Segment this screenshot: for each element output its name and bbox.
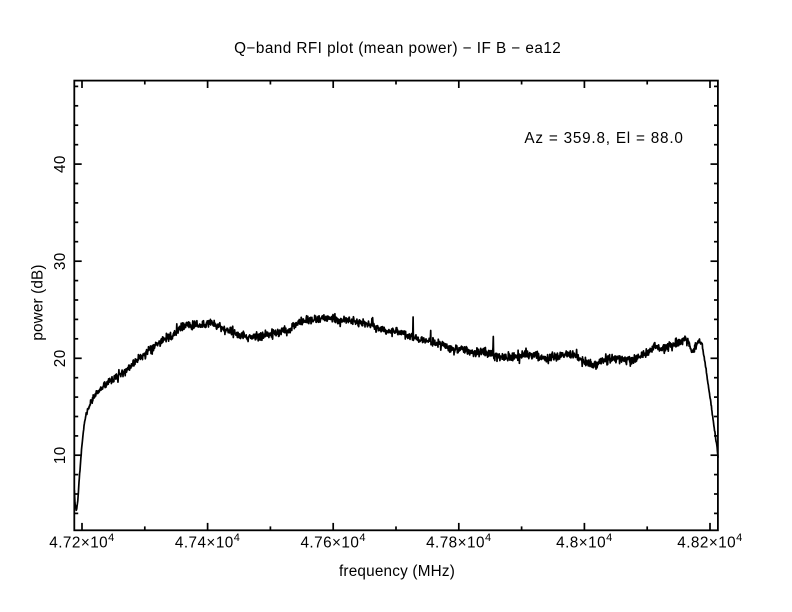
svg-text:frequency (MHz): frequency (MHz) [339, 563, 455, 580]
svg-text:4.8×104: 4.8×104 [556, 532, 613, 552]
svg-text:4.74×104: 4.74×104 [175, 532, 240, 552]
svg-text:Q−band RFI plot (mean power) −: Q−band RFI plot (mean power) − IF B − ea… [234, 40, 561, 57]
svg-text:4.76×104: 4.76×104 [300, 532, 365, 552]
svg-text:40: 40 [52, 155, 69, 173]
svg-text:power (dB): power (dB) [30, 264, 47, 340]
svg-text:20: 20 [52, 349, 69, 367]
svg-text:4.78×104: 4.78×104 [426, 532, 491, 552]
svg-text:10: 10 [52, 446, 69, 464]
svg-text:4.82×104: 4.82×104 [677, 532, 742, 552]
svg-text:Az = 359.8, El = 88.0: Az = 359.8, El = 88.0 [524, 130, 683, 147]
svg-text:4.72×104: 4.72×104 [49, 532, 114, 552]
svg-text:30: 30 [52, 252, 69, 270]
